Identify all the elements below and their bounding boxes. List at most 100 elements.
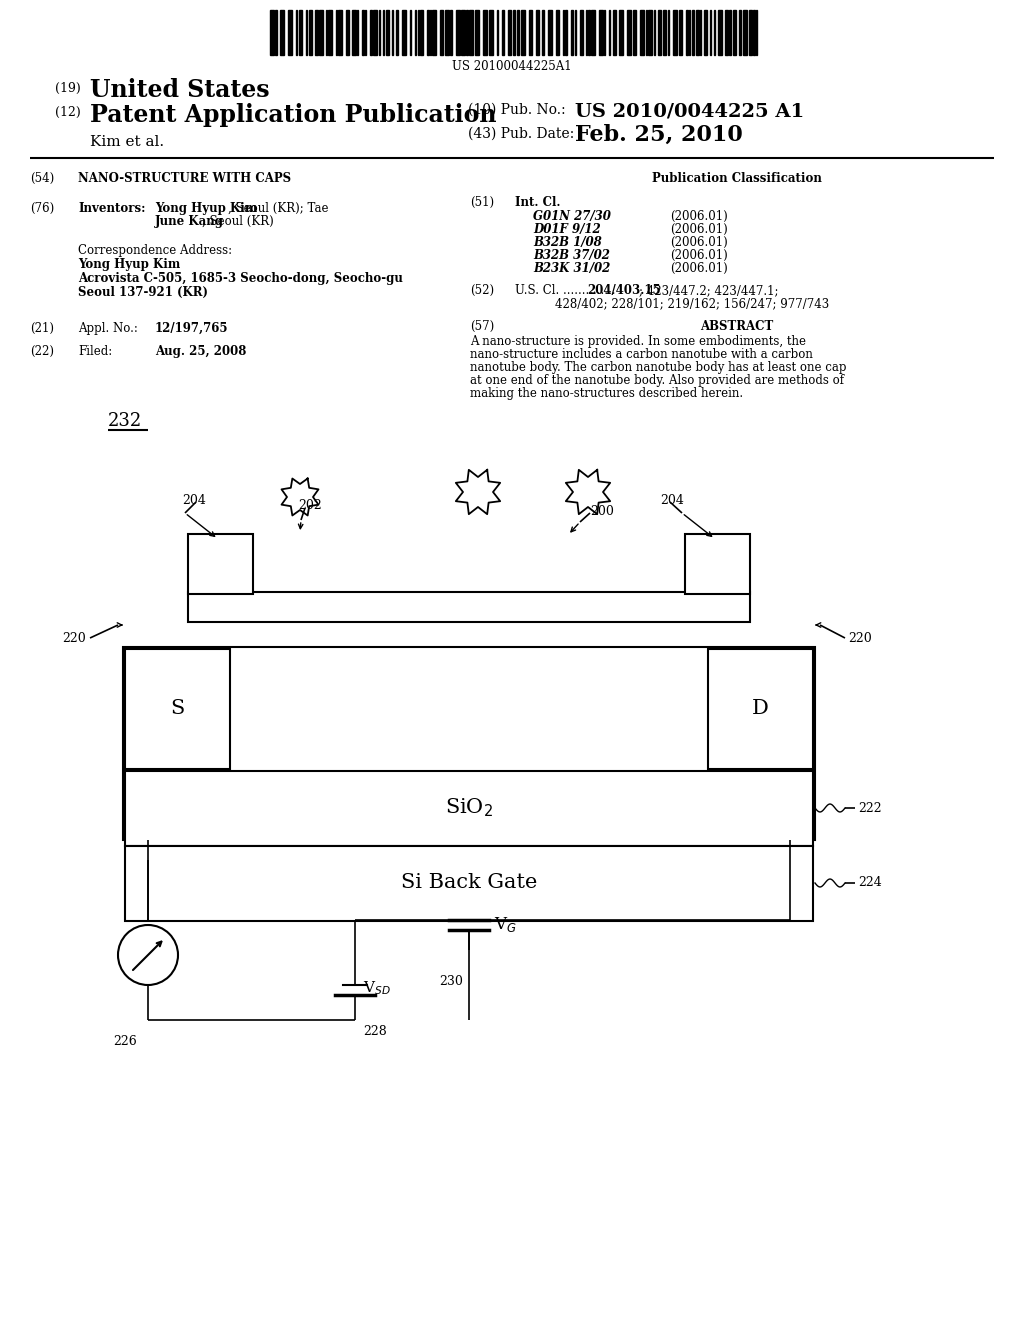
- Text: making the nano-structures described herein.: making the nano-structures described her…: [470, 387, 743, 400]
- Bar: [188, 535, 253, 594]
- Text: Yong Hyup Kim: Yong Hyup Kim: [78, 257, 180, 271]
- Text: at one end of the nanotube body. Also provided are methods of: at one end of the nanotube body. Also pr…: [470, 374, 844, 387]
- Bar: [450, 11, 452, 55]
- Bar: [529, 11, 532, 55]
- Bar: [692, 11, 694, 55]
- Bar: [718, 11, 722, 55]
- Bar: [123, 647, 815, 840]
- Bar: [679, 11, 682, 55]
- Bar: [346, 11, 349, 55]
- Text: G01N 27/30: G01N 27/30: [534, 210, 611, 223]
- Bar: [475, 11, 479, 55]
- Text: B23K 31/02: B23K 31/02: [534, 261, 610, 275]
- Text: Seoul 137-921 (KR): Seoul 137-921 (KR): [78, 286, 208, 300]
- Bar: [542, 11, 544, 55]
- Text: 230: 230: [439, 975, 463, 987]
- Bar: [402, 11, 406, 55]
- Bar: [489, 11, 493, 55]
- Bar: [536, 11, 539, 55]
- Text: Int. Cl.: Int. Cl.: [515, 195, 560, 209]
- Bar: [125, 771, 813, 846]
- Bar: [521, 11, 525, 55]
- Text: (2006.01): (2006.01): [670, 223, 728, 236]
- Bar: [753, 11, 755, 55]
- Bar: [708, 649, 813, 770]
- Text: NANO-STRUCTURE WITH CAPS: NANO-STRUCTURE WITH CAPS: [78, 172, 291, 185]
- Text: Si Back Gate: Si Back Gate: [400, 874, 538, 892]
- Bar: [618, 11, 623, 55]
- Bar: [571, 11, 573, 55]
- Text: (10) Pub. No.:: (10) Pub. No.:: [468, 103, 565, 117]
- Bar: [658, 11, 662, 55]
- Bar: [299, 11, 302, 55]
- Bar: [591, 11, 595, 55]
- Text: S: S: [170, 700, 184, 718]
- Bar: [640, 11, 644, 55]
- Text: 226: 226: [113, 1035, 137, 1048]
- Bar: [705, 11, 707, 55]
- Text: B32B 37/02: B32B 37/02: [534, 249, 610, 261]
- Bar: [743, 11, 746, 55]
- Text: D: D: [752, 700, 768, 718]
- Text: (43) Pub. Date:: (43) Pub. Date:: [468, 127, 574, 141]
- Bar: [733, 11, 736, 55]
- Bar: [725, 11, 728, 55]
- Text: U.S. Cl. ..............: U.S. Cl. ..............: [515, 284, 620, 297]
- Text: (52): (52): [470, 284, 495, 297]
- Bar: [440, 11, 443, 55]
- Text: Feb. 25, 2010: Feb. 25, 2010: [575, 124, 742, 147]
- Bar: [288, 11, 292, 55]
- Text: Correspondence Address:: Correspondence Address:: [78, 244, 232, 257]
- Bar: [469, 11, 473, 55]
- Bar: [275, 11, 278, 55]
- Text: (76): (76): [30, 202, 54, 215]
- Bar: [580, 11, 583, 55]
- Bar: [548, 11, 552, 55]
- Bar: [588, 11, 590, 55]
- Text: (54): (54): [30, 172, 54, 185]
- Text: (21): (21): [30, 322, 54, 335]
- Bar: [749, 11, 752, 55]
- Text: 204/403.15: 204/403.15: [587, 284, 660, 297]
- Bar: [338, 11, 342, 55]
- Text: Acrovista C-505, 1685-3 Seocho-dong, Seocho-gu: Acrovista C-505, 1685-3 Seocho-dong, Seo…: [78, 272, 402, 285]
- Text: ABSTRACT: ABSTRACT: [700, 319, 773, 333]
- Bar: [483, 11, 487, 55]
- Bar: [328, 11, 332, 55]
- Text: (2006.01): (2006.01): [670, 249, 728, 261]
- Text: Kim et al.: Kim et al.: [90, 135, 164, 149]
- Bar: [373, 11, 377, 55]
- Bar: [456, 11, 460, 55]
- Bar: [319, 11, 323, 55]
- Text: 224: 224: [858, 876, 882, 890]
- Text: United States: United States: [90, 78, 269, 102]
- Text: (57): (57): [470, 319, 495, 333]
- Bar: [627, 11, 631, 55]
- Text: 428/402; 228/101; 219/162; 156/247; 977/743: 428/402; 228/101; 219/162; 156/247; 977/…: [555, 297, 829, 310]
- Bar: [686, 11, 688, 55]
- Bar: [396, 11, 398, 55]
- Text: Publication Classification: Publication Classification: [652, 172, 822, 185]
- Bar: [599, 11, 603, 55]
- Text: ; 423/447.2; 423/447.1;: ; 423/447.2; 423/447.1;: [639, 284, 778, 297]
- Bar: [125, 846, 813, 921]
- Bar: [466, 11, 468, 55]
- Bar: [508, 11, 511, 55]
- Bar: [432, 11, 436, 55]
- Text: , Seoul (KR): , Seoul (KR): [202, 215, 273, 228]
- Bar: [685, 535, 750, 594]
- Text: B32B 1/08: B32B 1/08: [534, 236, 602, 249]
- Text: 222: 222: [858, 801, 882, 814]
- Bar: [565, 11, 567, 55]
- Bar: [427, 11, 429, 55]
- Text: Appl. No.:: Appl. No.:: [78, 322, 138, 335]
- Text: (19): (19): [55, 82, 81, 95]
- Bar: [663, 11, 666, 55]
- Text: June Kang: June Kang: [155, 215, 224, 228]
- Bar: [270, 11, 274, 55]
- Bar: [729, 11, 731, 55]
- Text: 220: 220: [62, 631, 86, 644]
- Bar: [309, 11, 312, 55]
- Bar: [739, 11, 741, 55]
- Bar: [633, 11, 636, 55]
